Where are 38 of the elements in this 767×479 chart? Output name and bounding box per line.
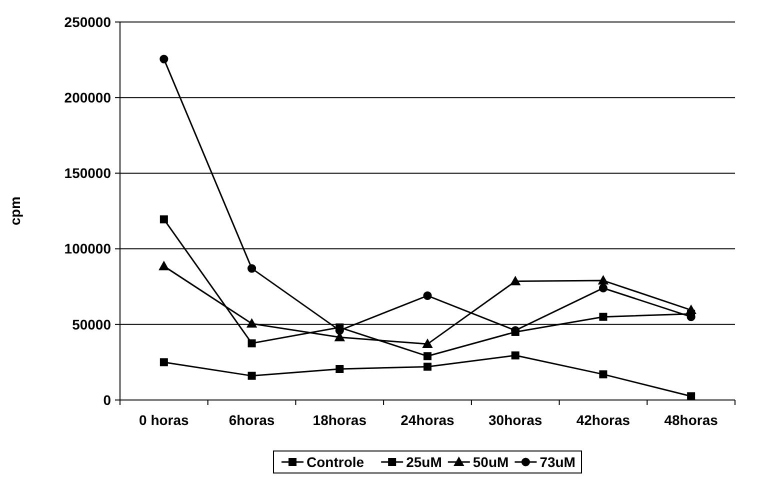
point bbox=[423, 291, 432, 300]
point bbox=[598, 276, 608, 285]
point bbox=[599, 312, 608, 321]
point bbox=[158, 261, 169, 270]
point bbox=[160, 54, 168, 64]
point bbox=[687, 392, 696, 400]
x-tick-label: 18horas bbox=[312, 412, 367, 428]
x-tick-label: 48horas bbox=[664, 412, 718, 428]
x-tick-label: 24horas bbox=[400, 412, 455, 428]
point bbox=[510, 276, 520, 286]
point bbox=[246, 318, 257, 328]
point bbox=[424, 352, 432, 360]
point bbox=[598, 284, 608, 292]
x-tick-label: 0 horas bbox=[139, 412, 190, 428]
x-tick-label: 42horas bbox=[576, 412, 630, 428]
y-tick-label: 150000 bbox=[64, 165, 112, 182]
y-tick-label: 0 bbox=[103, 392, 112, 408]
legend-label: 50uM bbox=[472, 454, 509, 470]
legend-label: 25uM bbox=[406, 454, 442, 470]
y-tick-label: 100000 bbox=[64, 240, 112, 257]
x-tick-label: 30horas bbox=[488, 412, 542, 428]
point bbox=[511, 351, 520, 360]
x-tick-label: 6horas bbox=[228, 412, 275, 428]
point bbox=[424, 362, 432, 371]
y-tick-label: 200000 bbox=[64, 90, 112, 106]
point bbox=[247, 264, 256, 273]
y-tick-label: 50000 bbox=[72, 316, 112, 332]
point bbox=[160, 215, 168, 224]
y-axis-title: cpm bbox=[7, 196, 23, 226]
point bbox=[336, 365, 344, 374]
legend-label: 73uM bbox=[540, 454, 576, 470]
point bbox=[422, 339, 432, 348]
point bbox=[599, 370, 608, 378]
legend-label: Controle bbox=[306, 454, 364, 470]
point bbox=[160, 358, 168, 366]
point bbox=[248, 339, 256, 348]
y-tick-label: 250000 bbox=[64, 14, 112, 30]
point bbox=[248, 372, 256, 380]
